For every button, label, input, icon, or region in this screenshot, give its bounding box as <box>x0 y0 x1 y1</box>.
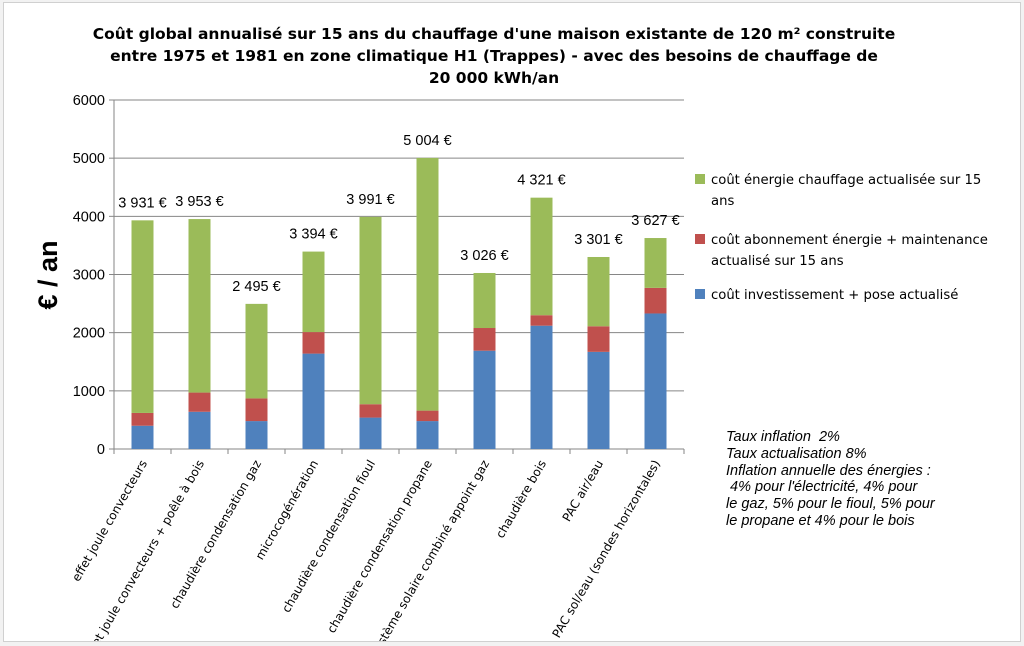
x-tick-label: chaudière bois <box>493 458 549 541</box>
y-tick-label: 5000 <box>73 151 105 167</box>
data-label: 3 394 € <box>289 227 337 243</box>
bar-segment <box>131 220 154 413</box>
bar-segment <box>530 315 553 326</box>
x-tick-label: chaudière condensation propane <box>324 458 435 636</box>
data-label: 3 991 € <box>346 192 394 208</box>
bar-segment <box>473 328 496 351</box>
chart-title-line-1: Coût global annualisé sur 15 ans du chau… <box>92 25 896 43</box>
bar-segment <box>416 421 439 449</box>
y-tick-label: 4000 <box>73 209 105 225</box>
note-line-4: 4% pour l'électricité, 4% pour <box>726 479 918 496</box>
bar-segment <box>188 392 211 412</box>
data-label: 3 931 € <box>118 195 166 211</box>
bar-segment <box>245 303 268 399</box>
data-label: 3 026 € <box>460 248 508 264</box>
note-line-1: Taux inflation 2% <box>726 429 840 445</box>
legend-label: actualisé sur 15 ans <box>711 253 844 269</box>
data-label: 3 627 € <box>631 213 679 229</box>
data-label: 4 321 € <box>517 173 565 189</box>
data-label: 3 301 € <box>574 232 622 248</box>
y-tick-label: 3000 <box>73 268 105 284</box>
y-tick-label: 1000 <box>73 384 105 400</box>
legend-label: ans <box>711 194 734 209</box>
bar-segment <box>131 425 154 449</box>
bar-segment <box>245 421 268 449</box>
data-label: 3 953 € <box>175 194 223 210</box>
bar-segment <box>302 332 325 354</box>
x-tick-label: PAC air/eau <box>560 458 606 524</box>
bar-segment <box>359 216 382 405</box>
bar-segment <box>644 238 667 288</box>
chart-title-line-2: entre 1975 et 1981 en zone climatique H1… <box>110 47 878 65</box>
legend-swatch <box>695 174 705 184</box>
chart-title-line-3: 20 000 kWh/an <box>428 69 560 87</box>
bar-segment <box>245 398 268 422</box>
bar-segment <box>359 404 382 418</box>
legend-swatch <box>695 234 705 244</box>
chart-container: Coût global annualisé sur 15 ans du chau… <box>3 2 1021 642</box>
x-tick-label: PAC sol/eau (sondes horizontales) <box>550 458 664 641</box>
bar-segment <box>644 313 667 449</box>
data-label: 5 004 € <box>403 133 451 149</box>
bar-segment <box>530 197 553 316</box>
note-line-5: le gaz, 5% pour le fioul, 5% pour <box>726 496 935 513</box>
chart-title: Coût global annualisé sur 15 ans du chau… <box>64 23 924 89</box>
y-tick-label: 0 <box>97 442 105 458</box>
y-axis-label: € / an <box>33 240 63 309</box>
bar-segment <box>644 287 667 314</box>
bar-segment <box>302 251 325 333</box>
bar-segment <box>530 325 553 449</box>
legend-label: coût énergie chauffage actualisée sur 15 <box>711 172 981 188</box>
x-tick-label: chaudière condensation fioul <box>279 458 378 615</box>
legend-label: coût investissement + pose actualisé <box>711 287 958 303</box>
bar-segment <box>587 256 610 327</box>
note-line-2: Taux actualisation 8% <box>726 445 867 462</box>
legend-label: coût abonnement énergie + maintenance <box>711 232 988 248</box>
legend-swatch <box>695 289 705 299</box>
data-label: 2 495 € <box>232 279 280 295</box>
bar-segment <box>416 410 439 422</box>
bar-segment <box>473 350 496 449</box>
x-tick-label: microcogénération <box>253 458 322 563</box>
y-tick-label: 6000 <box>73 93 105 109</box>
bar-segment <box>302 353 325 449</box>
note-line-3: Inflation annuelle des énergies : <box>726 462 931 479</box>
bar-segment <box>416 157 439 411</box>
y-tick-label: 2000 <box>73 326 105 342</box>
bar-segment <box>131 412 154 426</box>
bar-segment <box>188 219 211 393</box>
note-line-6: le propane et 4% pour le bois <box>726 512 915 529</box>
bar-segment <box>587 351 610 449</box>
bar-segment <box>587 326 610 352</box>
bar-segment <box>359 417 382 449</box>
bar-segment <box>188 411 211 449</box>
chart-notes: Taux inflation 2% Taux actualisation 8% … <box>726 429 1016 530</box>
bar-segment <box>473 272 496 329</box>
